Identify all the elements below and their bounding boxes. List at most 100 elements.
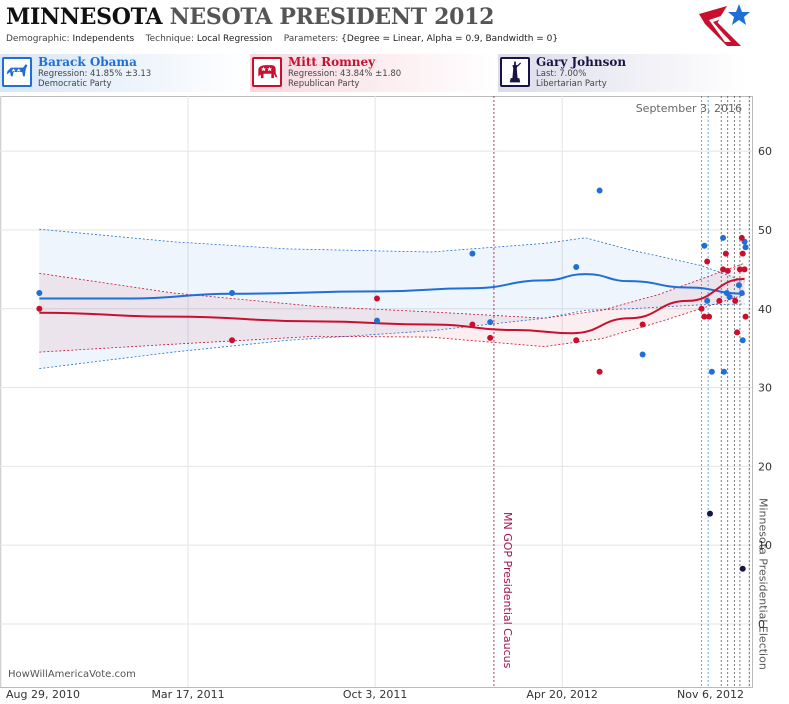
candidate-party: Democratic Party	[38, 79, 112, 89]
poll-point	[739, 337, 746, 344]
elephant-icon	[252, 57, 282, 87]
poll-point	[596, 187, 603, 194]
band-lower-line	[39, 303, 745, 369]
parameters-value: {Degree = Linear, Alpha = 0.9, Bandwidth…	[341, 34, 559, 44]
poll-point	[720, 234, 727, 241]
page-title: MINNESOTA NESOTA PRESIDENT 2012	[6, 4, 494, 30]
candidate-romney: Mitt Romney Regression: 43.84% ±1.80 Rep…	[250, 54, 496, 92]
poll-point	[229, 290, 236, 296]
poll-point	[706, 510, 713, 517]
poll-point	[36, 290, 43, 296]
x-tick-label: Nov 6, 2012	[677, 688, 744, 701]
poll-point	[724, 267, 731, 274]
poll-point	[704, 297, 711, 304]
poll-point	[726, 293, 733, 300]
chart-grid	[0, 96, 753, 688]
demographic-value: Independents	[72, 34, 135, 44]
candidate-name: Barack Obama	[38, 55, 137, 69]
poll-point	[704, 258, 711, 265]
poll-points	[36, 187, 749, 572]
poll-point	[738, 234, 745, 241]
x-tick-label: Aug 29, 2010	[6, 688, 80, 701]
candidate-party: Libertarian Party	[536, 79, 607, 89]
candidate-name: Gary Johnson	[536, 55, 627, 69]
donkey-icon	[2, 57, 32, 87]
date-label: September 3, 2016	[636, 102, 742, 115]
parameters-key: Parameters:	[283, 34, 339, 44]
poll-point	[229, 337, 236, 344]
y-tick-label: 50	[758, 224, 772, 237]
trend-line	[39, 273, 745, 300]
y-tick-label: 30	[758, 382, 772, 395]
poll-point	[374, 317, 380, 324]
band-upper-line	[39, 228, 745, 282]
poll-point	[721, 368, 728, 375]
poll-point	[732, 297, 739, 304]
parameter-line: Demographic: Independents Technique: Loc…	[6, 34, 558, 44]
poll-point	[701, 242, 708, 249]
x-tick-label: Apr 20, 2012	[526, 688, 598, 701]
x-tick-label: Mar 17, 2011	[151, 688, 224, 701]
poll-point	[469, 250, 476, 257]
poll-point	[487, 334, 494, 341]
y-tick-label: 40	[758, 303, 772, 316]
plot-frame	[0, 96, 753, 688]
candidate-name: Mitt Romney	[288, 55, 376, 69]
candidate-regression: Regression: 43.84% ±1.80	[288, 69, 402, 79]
poll-point	[487, 319, 494, 326]
chart-axes: 0 10 20 30 40 50 60 Aug 29, 2010 Mar 17, 2011 Oct…	[6, 145, 772, 701]
technique-value: Local Regression	[196, 34, 273, 44]
poll-point	[735, 282, 742, 289]
poll-point	[706, 313, 713, 320]
poll-point	[701, 313, 708, 320]
candidate-regression: Regression: 41.85% ±3.13	[38, 69, 152, 79]
poll-point	[639, 351, 646, 358]
poll-point	[739, 565, 746, 572]
poll-point	[36, 305, 43, 312]
y-tick-label: 20	[758, 460, 772, 473]
candidate-party: Republican Party	[288, 79, 360, 89]
confidence-bands	[39, 228, 745, 369]
poll-point	[741, 266, 748, 273]
poll-point	[736, 266, 743, 273]
poll-point	[639, 321, 646, 328]
confidence-band	[39, 263, 745, 353]
trend-lines	[39, 273, 745, 335]
candidate-johnson: Gary Johnson Last: 7.00% Libertarian Par…	[498, 54, 746, 92]
event-label: Minnesota Presidential Election	[756, 498, 769, 670]
poll-point	[734, 329, 741, 336]
title-main: MINNESOTA	[6, 4, 163, 30]
trend-line	[39, 277, 745, 335]
header: MINNESOTA NESOTA PRESIDENT 2012 Demograp…	[0, 0, 789, 52]
technique-key: Technique:	[145, 34, 194, 44]
poll-point	[573, 263, 580, 270]
poll-point	[739, 250, 746, 257]
confidence-band	[39, 229, 745, 369]
y-tick-label: 10	[758, 539, 772, 552]
poll-point	[573, 337, 580, 344]
site-logo-icon	[699, 4, 750, 46]
title-rest: NESOTA PRESIDENT 2012	[169, 4, 495, 30]
poll-point	[742, 244, 749, 251]
poll-point	[742, 313, 749, 320]
poll-point	[722, 250, 729, 257]
demographic-key: Demographic:	[6, 34, 70, 44]
poll-point	[596, 368, 603, 375]
poll-point	[720, 266, 727, 273]
candidate-obama: Barack Obama Regression: 41.85% ±3.13 De…	[0, 54, 248, 92]
event-label: MN GOP Presidential Caucus	[501, 512, 514, 669]
band-lower-line	[39, 294, 745, 353]
x-tick-label: Oct 3, 2011	[343, 688, 408, 701]
poll-point	[374, 295, 380, 302]
poll-point	[716, 297, 723, 304]
watermark: HowWillAmericaVote.com	[8, 669, 136, 680]
poll-point	[738, 290, 745, 296]
poll-point	[698, 305, 705, 312]
y-tick-label: 0	[758, 618, 765, 631]
candidate-last: Last: 7.00%	[536, 69, 587, 79]
y-tick-label: 60	[758, 145, 772, 158]
liberty-icon	[500, 57, 530, 87]
poll-point	[708, 368, 715, 375]
poll-point	[469, 321, 476, 328]
